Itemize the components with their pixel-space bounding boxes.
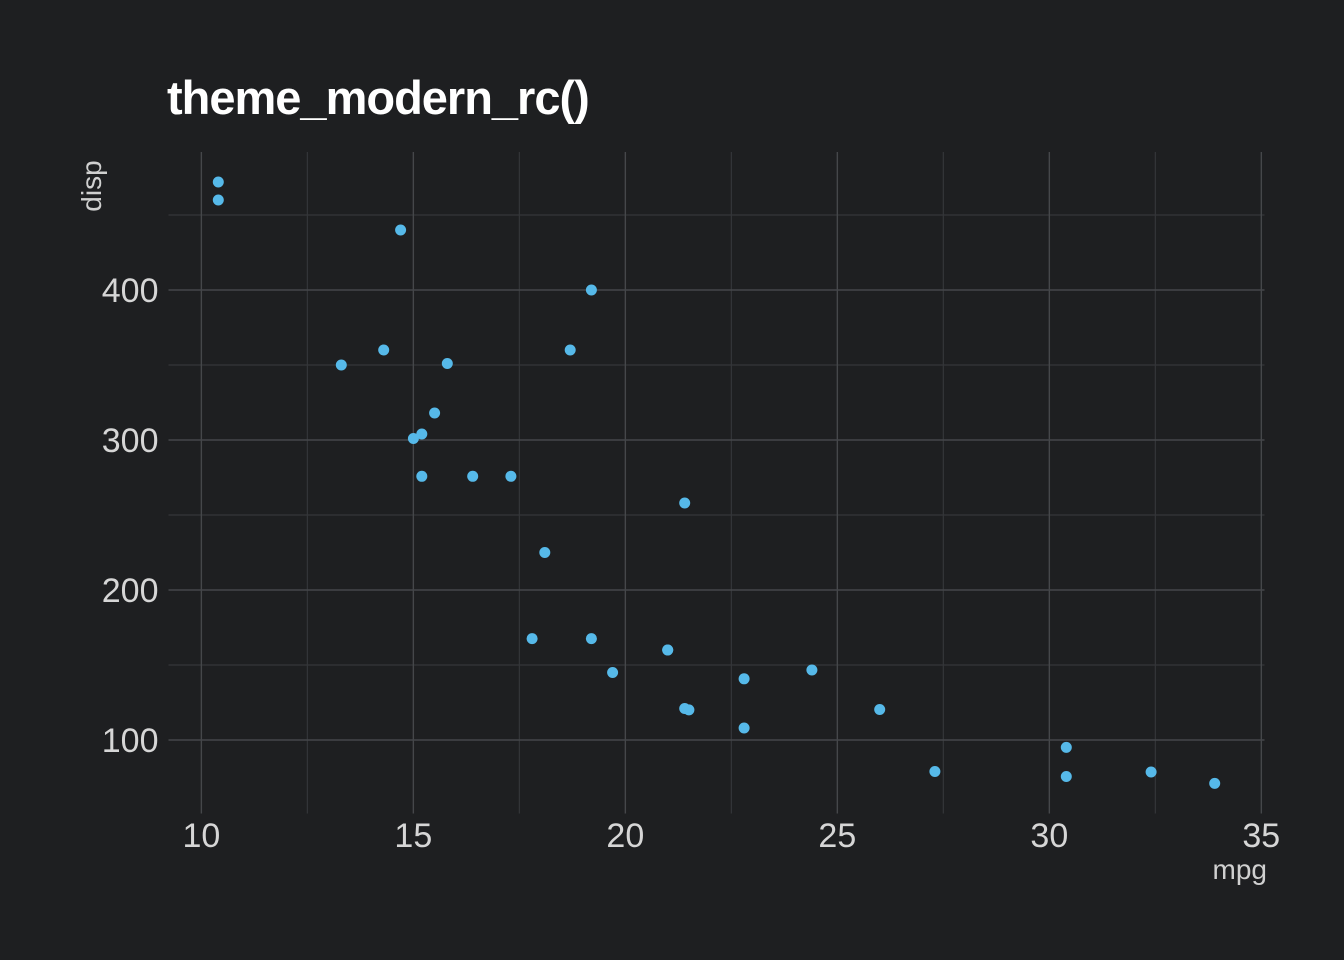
data-point [212,176,224,188]
data-point [467,470,479,482]
data-point [679,497,691,509]
x-tick-label: 30 [1030,817,1068,855]
data-point [1145,766,1157,778]
data-point [429,407,441,419]
data-point [1060,741,1072,753]
data-point [874,704,886,715]
data-point [1060,771,1072,782]
plot-title: theme_modern_rc() [167,71,590,124]
data-point [539,547,551,558]
y-axis-title: disp [76,160,107,212]
x-tick-label: 15 [394,817,432,855]
y-tick-label: 100 [102,722,159,760]
data-point [679,703,691,714]
x-tick-label: 25 [818,817,856,855]
data-point [416,470,428,482]
data-point [607,667,619,678]
data-point [395,224,407,236]
data-point [526,633,538,645]
y-tick-label: 300 [102,422,159,460]
data-point [441,358,453,369]
x-tick-label: 10 [182,817,220,855]
x-axis-title: mpg [1212,854,1267,885]
data-point [564,344,576,356]
data-point [416,428,428,440]
data-point [212,194,224,206]
x-tick-label: 20 [606,817,644,855]
data-point [378,344,390,356]
data-point [505,470,517,482]
data-point [585,633,597,645]
data-point [585,284,597,296]
data-point [335,359,347,371]
data-point [1209,777,1221,789]
y-tick-label: 400 [102,272,159,310]
y-tick-label: 200 [102,572,159,610]
data-point [929,766,941,777]
data-point [806,664,818,676]
data-point [662,644,674,656]
x-tick-label: 35 [1242,817,1280,855]
data-point [738,722,750,734]
data-point [407,433,419,444]
data-point [738,673,750,685]
